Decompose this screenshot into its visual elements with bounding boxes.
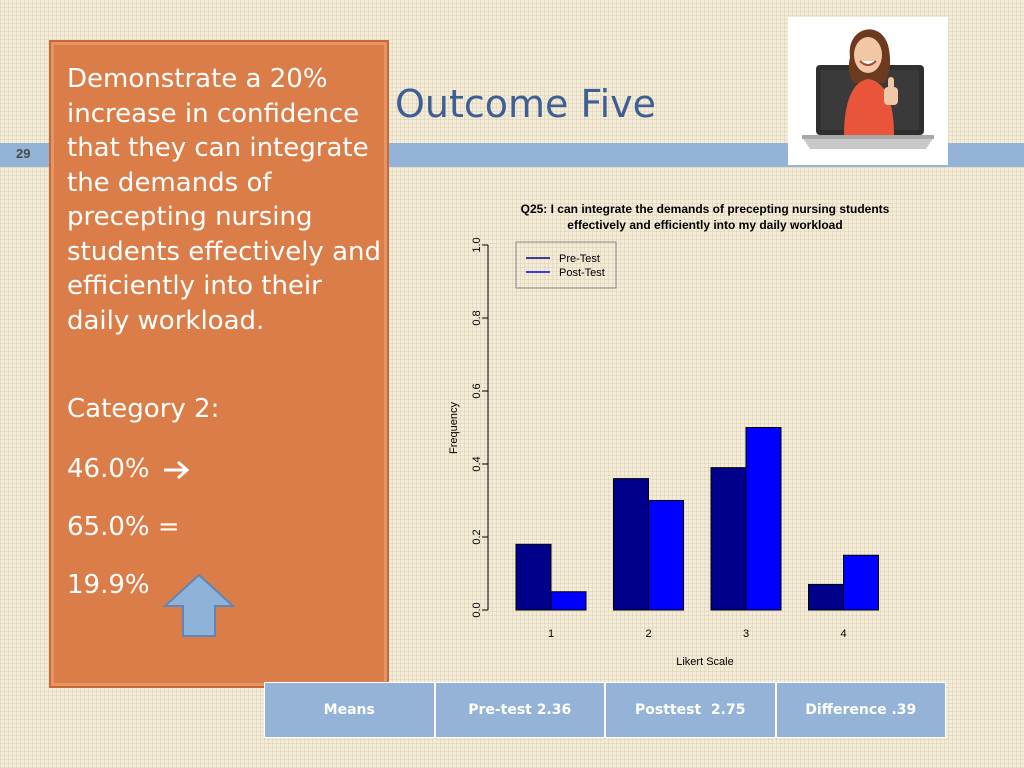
x-axis-label: Likert Scale xyxy=(676,656,733,668)
woman-laptop-thumbs-up-photo xyxy=(788,17,948,165)
legend-label-pre-test: Pre-Test xyxy=(559,253,600,265)
arrow-up-icon xyxy=(162,573,236,637)
bar-pre-test-2 xyxy=(613,478,649,611)
slide-number: 29 xyxy=(16,146,31,161)
x-tick-label: 4 xyxy=(840,628,846,640)
outcome-panel: Demonstrate a 20% increase in confidence… xyxy=(49,40,389,688)
legend-label-post-test: Post-Test xyxy=(559,267,605,279)
bar-pre-test-4 xyxy=(808,583,844,611)
post-test-mean: Posttest 2.75 xyxy=(606,683,777,737)
y-tick-label: 0.2 xyxy=(471,529,483,544)
bar-post-test-2 xyxy=(648,500,684,611)
y-tick-label: 0.8 xyxy=(471,310,483,325)
slide-title: Outcome Five xyxy=(395,82,657,126)
post-value: 65.0% = xyxy=(67,512,180,542)
pre-test-mean: Pre-test 2.36 xyxy=(435,683,606,737)
means-table: Means Pre-test 2.36 Posttest 2.75 Differ… xyxy=(264,682,946,738)
x-tick-label: 3 xyxy=(743,628,749,640)
y-tick-label: 0.6 xyxy=(471,383,483,398)
y-tick-label: 1.0 xyxy=(471,237,483,252)
bar-post-test-3 xyxy=(745,427,782,611)
x-tick-label: 2 xyxy=(645,628,651,640)
bar-chart: Q25: I can integrate the demands of prec… xyxy=(448,202,890,668)
bar-pre-test-1 xyxy=(515,543,552,611)
pre-value: 46.0% xyxy=(67,454,150,484)
means-header: Means xyxy=(265,683,436,737)
x-tick-labels: 1 2 3 4 xyxy=(548,628,847,640)
y-axis-label: Frequency xyxy=(448,402,460,454)
chart-title-line-2: effectively and efficiently into my dail… xyxy=(567,218,842,232)
bar-post-test-4 xyxy=(843,554,879,611)
arrow-right-icon xyxy=(163,460,190,479)
outcome-description: Demonstrate a 20% increase in confidence… xyxy=(67,64,381,336)
bar-pre-test-3 xyxy=(710,467,747,611)
y-tick-label: 0.0 xyxy=(471,602,483,617)
bars xyxy=(515,427,879,611)
legend: Pre-Test Post-Test xyxy=(515,241,617,289)
pre-value-line: 46.0% xyxy=(67,454,192,484)
x-tick-label: 1 xyxy=(548,628,554,640)
y-axis: 0.0 0.2 0.4 0.6 0.8 1.0 xyxy=(471,237,489,618)
bar-post-test-1 xyxy=(550,591,587,611)
y-tick-label: 0.4 xyxy=(471,456,483,471)
difference-mean: Difference .39 xyxy=(776,683,945,737)
difference-value: 19.9% xyxy=(67,570,150,600)
category-label: Category 2: xyxy=(67,394,220,424)
chart-title-line-1: Q25: I can integrate the demands of prec… xyxy=(521,202,890,216)
